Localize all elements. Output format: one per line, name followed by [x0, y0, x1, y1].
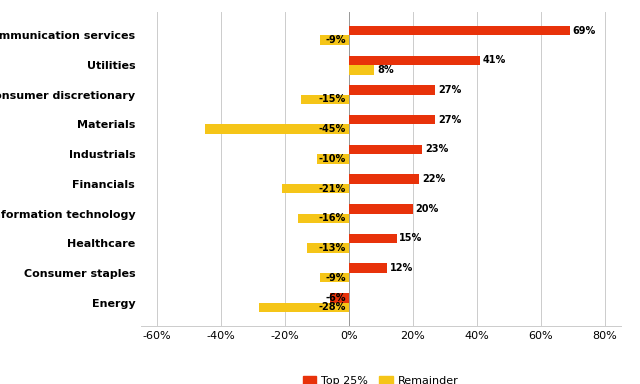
- Text: 23%: 23%: [425, 144, 448, 154]
- Bar: [349, 115, 435, 124]
- Text: 69%: 69%: [572, 26, 595, 36]
- Bar: [349, 263, 387, 273]
- Text: -9%: -9%: [326, 273, 346, 283]
- Text: 41%: 41%: [483, 55, 506, 65]
- Text: -6%: -6%: [326, 293, 346, 303]
- Legend: Top 25%, Remainder: Top 25%, Remainder: [298, 371, 463, 384]
- Text: -28%: -28%: [319, 302, 346, 312]
- Text: -21%: -21%: [319, 184, 346, 194]
- Text: -10%: -10%: [319, 154, 346, 164]
- Bar: [259, 303, 349, 312]
- Text: 8%: 8%: [377, 65, 394, 75]
- Bar: [307, 243, 349, 253]
- Text: -45%: -45%: [319, 124, 346, 134]
- Text: -13%: -13%: [319, 243, 346, 253]
- Bar: [349, 85, 435, 95]
- Bar: [282, 184, 349, 193]
- Bar: [349, 26, 570, 35]
- Text: 27%: 27%: [438, 115, 461, 125]
- Text: 15%: 15%: [399, 233, 422, 243]
- Bar: [349, 204, 413, 214]
- Text: 12%: 12%: [390, 263, 413, 273]
- Text: -16%: -16%: [319, 213, 346, 223]
- Text: 27%: 27%: [438, 85, 461, 95]
- Bar: [301, 95, 349, 104]
- Bar: [320, 35, 349, 45]
- Bar: [205, 124, 349, 134]
- Text: -15%: -15%: [319, 94, 346, 104]
- Text: 22%: 22%: [422, 174, 445, 184]
- Bar: [317, 154, 349, 164]
- Bar: [320, 273, 349, 282]
- Bar: [349, 65, 374, 74]
- Text: -9%: -9%: [326, 35, 346, 45]
- Bar: [298, 214, 349, 223]
- Bar: [349, 174, 419, 184]
- Bar: [349, 145, 422, 154]
- Bar: [330, 293, 349, 303]
- Bar: [349, 234, 397, 243]
- Bar: [349, 56, 480, 65]
- Text: 20%: 20%: [415, 204, 438, 214]
